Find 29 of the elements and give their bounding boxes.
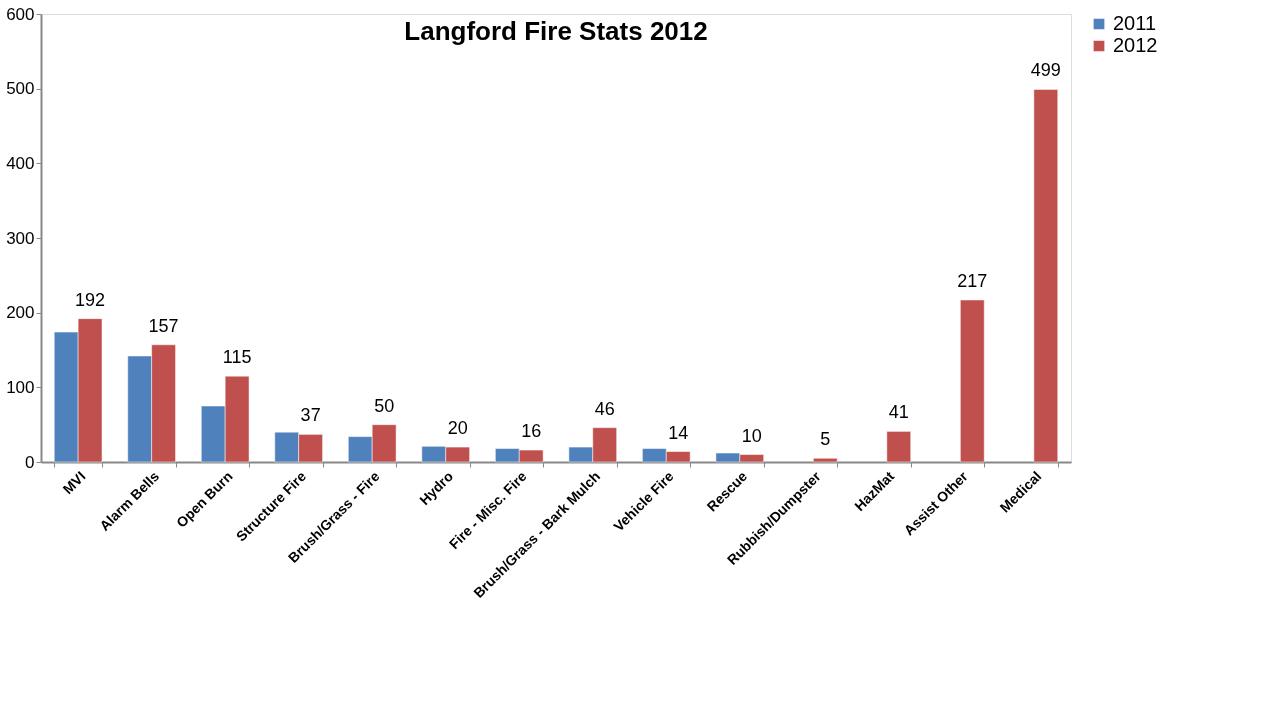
data-label: 41 (888, 402, 909, 423)
y-tick-label: 600 (6, 4, 35, 24)
data-label: 10 (741, 425, 762, 446)
x-tick-label: MVI (59, 468, 89, 497)
data-label: 157 (148, 315, 179, 336)
data-label: 37 (300, 405, 321, 426)
legend-label: 2012 (1113, 34, 1158, 56)
data-label: 50 (374, 395, 395, 416)
y-tick-label: 200 (6, 303, 35, 323)
data-label: 5 (820, 429, 831, 450)
y-tick-label: 100 (6, 377, 35, 397)
bar (960, 299, 985, 463)
data-label: 217 (957, 270, 988, 291)
y-tick-label: 0 (25, 452, 35, 472)
bar (813, 458, 838, 463)
data-label: 14 (668, 422, 689, 443)
chart-title: Langford Fire Stats 2012 (404, 16, 708, 46)
data-label: 16 (521, 421, 542, 442)
data-label: 192 (75, 289, 106, 310)
y-tick-label: 300 (6, 228, 35, 248)
data-label: 115 (222, 347, 252, 368)
bar (1033, 89, 1059, 463)
data-label: 46 (594, 398, 615, 419)
bar (886, 431, 911, 463)
y-tick-label: 400 (6, 153, 35, 173)
data-label: 499 (1030, 60, 1061, 81)
data-label: 20 (447, 418, 468, 439)
legend-label: 2011 (1113, 12, 1157, 34)
y-tick-label: 500 (6, 79, 35, 99)
